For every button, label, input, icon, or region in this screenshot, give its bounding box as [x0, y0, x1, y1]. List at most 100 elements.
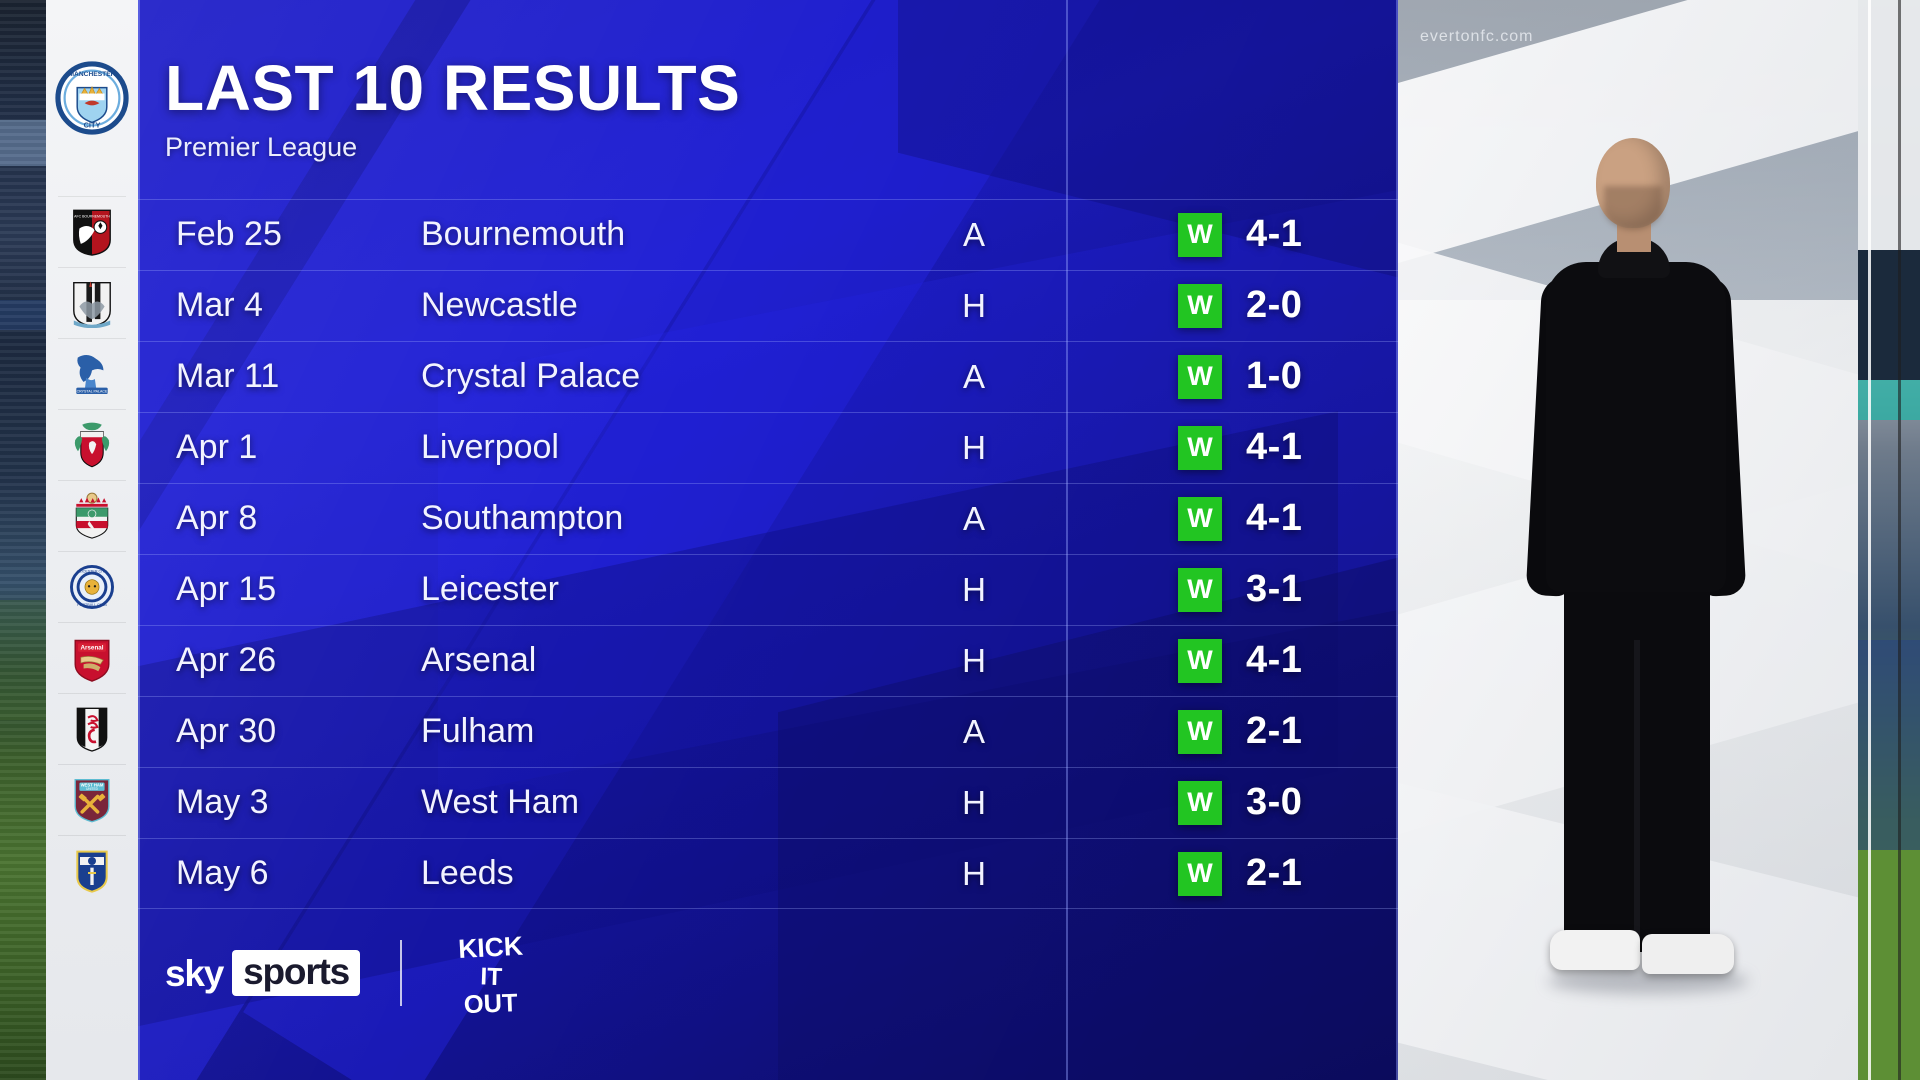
svg-text:MANCHESTER: MANCHESTER: [69, 71, 116, 78]
video-band: [0, 120, 46, 166]
figure-leg-split: [1634, 640, 1640, 940]
row-score: 4-1: [1246, 639, 1303, 681]
row-date: May 6: [176, 854, 269, 892]
club-crest-liverpool: [46, 409, 138, 480]
svg-text:UNITED: UNITED: [86, 787, 98, 791]
row-score: 1-0: [1246, 355, 1303, 397]
row-date: Apr 15: [176, 570, 277, 608]
video-band: [0, 600, 46, 720]
result-badge-win: W: [1178, 638, 1222, 683]
svg-text:FOOTBALL CLUB: FOOTBALL CLUB: [77, 603, 107, 607]
table-row: Apr 26 Arsenal H W 4-1: [138, 625, 1398, 696]
club-crest-leicester: LEICESTER CITY FOOTBALL CLUB: [46, 551, 138, 622]
results-panel: LAST 10 RESULTS Premier League Feb 25 Bo…: [138, 0, 1398, 1080]
row-result-badge: W: [1160, 354, 1246, 399]
table-row: Mar 11 Crystal Palace A W 1-0: [138, 341, 1398, 412]
svg-text:WEST HAM: WEST HAM: [81, 782, 104, 787]
logo-divider: [400, 940, 403, 1006]
row-venue: H: [962, 428, 986, 466]
table-row: Mar 4 Newcastle H W 2-0: [138, 270, 1398, 341]
bournemouth-crest: AFC BOURNEMOUTH: [73, 209, 111, 256]
manager-figure: [1398, 0, 1858, 1080]
fulham-crest: [76, 707, 108, 752]
row-opponent: West Ham: [421, 783, 580, 821]
leicester-crest: LEICESTER CITY FOOTBALL CLUB: [70, 564, 114, 609]
row-venue: A: [962, 215, 985, 253]
row-venue: A: [962, 357, 985, 395]
row-date: Apr 1: [176, 428, 258, 466]
results-table: Feb 25 Bournemouth A W 4-1 Mar 4 Newcast…: [138, 199, 1398, 909]
row-venue: H: [962, 641, 986, 679]
club-crest-fulham: [46, 693, 138, 764]
result-badge-win: W: [1178, 425, 1222, 470]
row-opponent: Leicester: [421, 570, 559, 608]
svg-text:CITY: CITY: [84, 121, 101, 130]
row-result-badge: W: [1160, 425, 1246, 470]
figure-head: [1596, 138, 1670, 228]
row-date: Apr 30: [176, 712, 277, 750]
figure-shoe-left: [1550, 930, 1640, 970]
crystal-palace-crest: CRYSTAL PALACE: [76, 354, 108, 394]
table-row: Apr 15 Leicester H W 3-1: [138, 554, 1398, 625]
svg-text:IT: IT: [480, 963, 503, 991]
row-score: 4-1: [1246, 213, 1303, 255]
row-opponent: Southampton: [421, 499, 624, 537]
result-badge-win: W: [1178, 354, 1222, 399]
page-title: LAST 10 RESULTS: [165, 52, 741, 124]
club-crest-southampton: [46, 480, 138, 551]
southampton-crest: [75, 492, 109, 539]
svg-text:LEICESTER CITY: LEICESTER CITY: [77, 569, 107, 573]
club-crest-newcastle: [46, 267, 138, 338]
result-badge-win: W: [1178, 851, 1222, 896]
result-badge-win: W: [1178, 212, 1222, 257]
header-block: LAST 10 RESULTS Premier League: [165, 56, 740, 163]
row-result-badge: W: [1160, 212, 1246, 257]
row-venue: A: [962, 712, 985, 750]
leeds-crest: [76, 850, 108, 893]
video-band: [0, 300, 46, 330]
row-score: 3-0: [1246, 781, 1303, 823]
result-badge-win: W: [1178, 709, 1222, 754]
row-date: May 3: [176, 783, 269, 821]
svg-text:KICK: KICK: [457, 931, 523, 964]
row-date: Mar 4: [176, 286, 263, 324]
row-date: Apr 26: [176, 641, 277, 679]
manager-photo-panel: evertonfc.com: [1398, 0, 1858, 1080]
row-date: Feb 25: [176, 215, 282, 253]
row-score: 2-1: [1246, 710, 1303, 752]
row-result-badge: W: [1160, 638, 1246, 683]
row-result-badge: W: [1160, 496, 1246, 541]
video-edge-line: [1868, 0, 1871, 1080]
result-badge-win: W: [1178, 780, 1222, 825]
left-video-strip: [0, 0, 46, 1080]
svg-text:CRYSTAL PALACE: CRYSTAL PALACE: [77, 389, 108, 393]
result-badge-win: W: [1178, 283, 1222, 328]
figure-torso: [1546, 262, 1726, 592]
sports-wordmark: sports: [232, 950, 361, 996]
row-score: 3-1: [1246, 568, 1303, 610]
result-badge-win: W: [1178, 496, 1222, 541]
kick-it-out-logo: KICK IT OUT: [457, 931, 523, 1019]
arsenal-crest: Arsenal: [74, 639, 110, 682]
svg-text:AFC BOURNEMOUTH: AFC BOURNEMOUTH: [74, 214, 110, 218]
row-opponent: Fulham: [421, 712, 535, 750]
row-score: 4-1: [1246, 426, 1303, 468]
row-result-badge: W: [1160, 709, 1246, 754]
row-opponent: Leeds: [421, 854, 514, 892]
right-video-strip: [1858, 0, 1920, 1080]
row-result-badge: W: [1160, 851, 1246, 896]
row-opponent: Newcastle: [421, 286, 578, 324]
crest-rail: MANCHESTER CITY AFC BOURNEMOUTH: [46, 0, 138, 1080]
table-row: Apr 30 Fulham A W 2-1: [138, 696, 1398, 767]
footer-logos: sky sports KICK IT OUT: [165, 924, 540, 1022]
row-score: 2-0: [1246, 284, 1303, 326]
column-divider-left: [138, 0, 140, 1080]
table-row: Feb 25 Bournemouth A W 4-1: [138, 199, 1398, 270]
row-venue: H: [962, 783, 986, 821]
row-result-badge: W: [1160, 283, 1246, 328]
result-badge-win: W: [1178, 567, 1222, 612]
column-divider-right: [1396, 0, 1398, 1080]
svg-text:OUT: OUT: [463, 989, 518, 1019]
row-date: Mar 11: [176, 357, 280, 395]
club-crest-arsenal: Arsenal: [46, 622, 138, 693]
